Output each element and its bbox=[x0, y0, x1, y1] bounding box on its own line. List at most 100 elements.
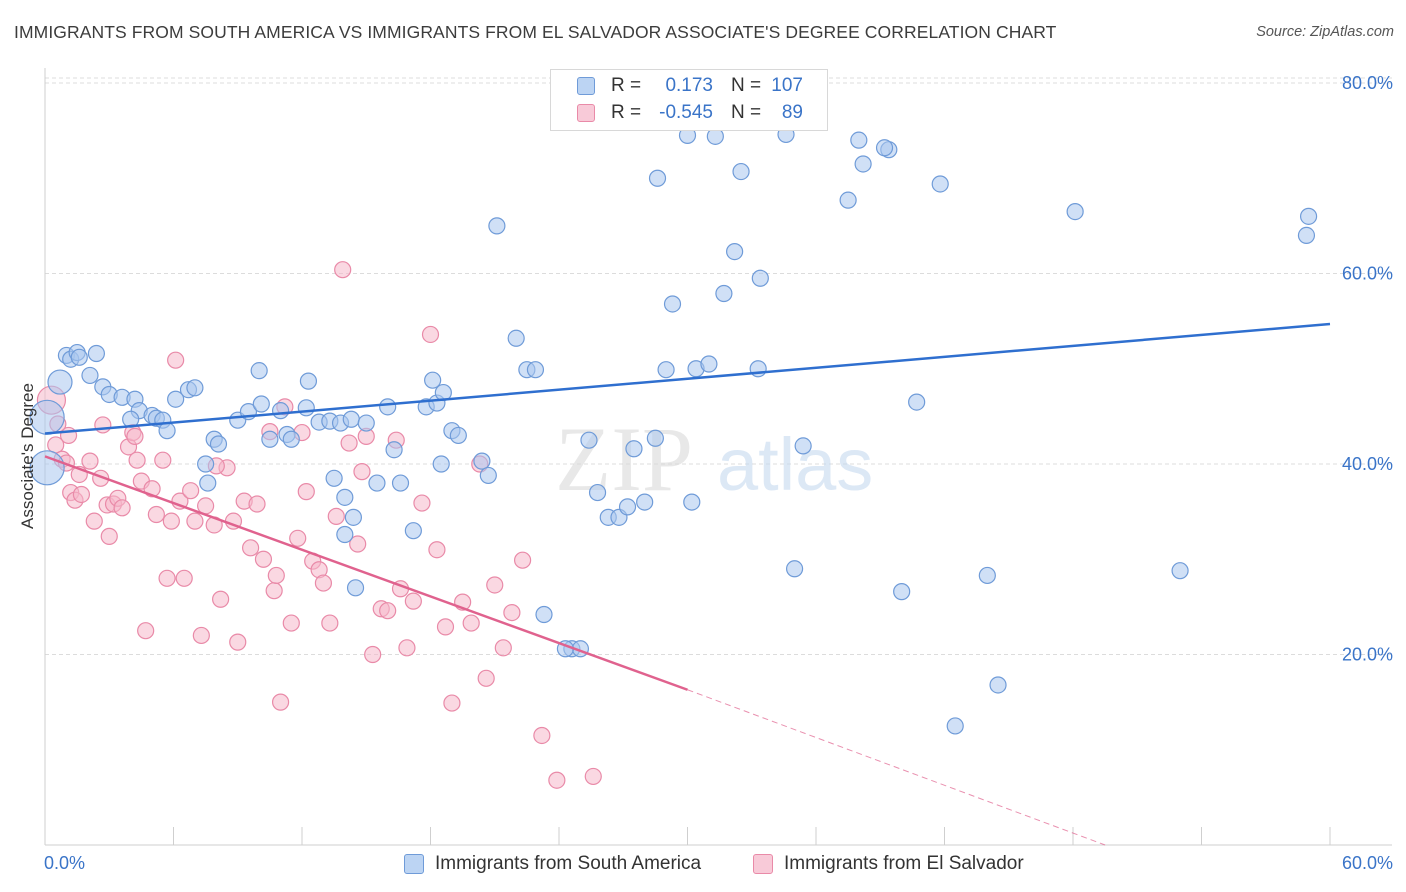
el-salvador-point bbox=[100, 527, 118, 545]
south-america-point bbox=[785, 560, 804, 578]
south-america-point bbox=[683, 493, 701, 511]
el-salvador-point bbox=[443, 694, 461, 712]
south-america-point bbox=[449, 426, 467, 445]
south-america-point bbox=[346, 579, 365, 597]
el-salvador-point bbox=[175, 569, 193, 587]
tick-labels: 20.0% 40.0% 60.0% 80.0% 0.0% 60.0% bbox=[44, 73, 1393, 873]
watermark-atlas: atlas bbox=[717, 423, 873, 506]
south-america-point bbox=[70, 348, 88, 366]
el-salvador-point bbox=[340, 434, 358, 452]
trend-lines bbox=[44, 322, 1331, 846]
south-america-point bbox=[908, 393, 926, 411]
el-salvador-point bbox=[182, 482, 200, 500]
legend-n-value: 107 bbox=[771, 75, 803, 96]
el-salvador-point bbox=[297, 483, 315, 501]
el-salvador-point bbox=[94, 416, 112, 434]
el-salvador-point bbox=[126, 427, 144, 445]
south-america-point bbox=[252, 395, 270, 413]
el-salvador-point bbox=[192, 626, 210, 645]
south-america-point bbox=[850, 131, 868, 149]
el-salvador-point bbox=[137, 622, 155, 640]
el-salvador-point bbox=[364, 645, 382, 664]
el-salvador-point bbox=[113, 499, 131, 517]
el-salvador-point bbox=[379, 602, 397, 620]
south-america-point bbox=[357, 414, 375, 432]
south-america-point bbox=[726, 242, 744, 261]
chart-source: Source: ZipAtlas.com bbox=[1256, 24, 1394, 40]
el-salvador-point bbox=[503, 603, 521, 622]
el-salvador-point bbox=[265, 582, 283, 600]
south-america-point bbox=[648, 169, 667, 187]
south-america-point bbox=[1297, 226, 1316, 244]
el-salvador-point bbox=[404, 592, 422, 610]
legend-swatch-pink bbox=[753, 854, 773, 874]
y-tick-label: 20.0% bbox=[1342, 645, 1393, 665]
el-salvador-point bbox=[349, 535, 367, 553]
el-salvador-point bbox=[229, 633, 247, 651]
south-america-point bbox=[261, 430, 279, 448]
el-salvador-point bbox=[81, 452, 99, 470]
south-america-point bbox=[473, 452, 491, 470]
south-america-point bbox=[978, 566, 996, 585]
legend-label-south-america: Immigrants from South America bbox=[435, 853, 702, 874]
south-america-point bbox=[1066, 202, 1084, 221]
el-salvador-point bbox=[477, 669, 495, 687]
south-america-point bbox=[299, 372, 318, 390]
south-america-point bbox=[893, 583, 911, 601]
el-salvador-point bbox=[162, 512, 180, 530]
south-america-point bbox=[199, 474, 217, 492]
south-america-point bbox=[167, 390, 185, 408]
y-tick-label: 60.0% bbox=[1342, 264, 1393, 284]
legend-n-label: N = bbox=[731, 102, 762, 123]
south-america-point bbox=[488, 217, 506, 235]
el-salvador-point bbox=[533, 726, 551, 745]
south-america-point bbox=[751, 269, 769, 287]
watermark: ZIP atlas bbox=[555, 408, 873, 510]
el-salvador-point bbox=[334, 261, 352, 279]
south-america-point bbox=[535, 605, 553, 624]
south-america-point bbox=[81, 366, 99, 385]
legend-r-label: R = bbox=[611, 102, 642, 123]
south-america-point bbox=[379, 398, 397, 416]
south-america-point bbox=[250, 362, 268, 380]
el-salvador-point bbox=[254, 550, 273, 568]
south-america-point bbox=[325, 469, 343, 487]
south-america-point bbox=[636, 493, 654, 511]
south-america-point bbox=[336, 488, 354, 506]
x-tick-label: 60.0% bbox=[1342, 853, 1393, 873]
el-salvador-trend-extension bbox=[687, 689, 1106, 846]
el-salvador-point bbox=[72, 485, 91, 504]
el-salvador-point bbox=[486, 576, 504, 594]
south-america-point bbox=[507, 329, 525, 347]
el-salvador-point bbox=[584, 767, 602, 786]
legend-n-label: N = bbox=[731, 75, 762, 96]
south-america-point bbox=[715, 284, 733, 303]
el-salvador-point bbox=[271, 693, 290, 711]
south-america-point bbox=[47, 369, 73, 395]
el-salvador-point bbox=[513, 551, 532, 569]
legend-label-el-salvador: Immigrants from El Salvador bbox=[784, 853, 1024, 874]
el-salvador-points bbox=[36, 261, 602, 789]
el-salvador-point bbox=[436, 618, 455, 636]
south-america-point bbox=[794, 437, 812, 455]
south-america-point bbox=[209, 435, 228, 453]
el-salvador-point bbox=[147, 505, 165, 524]
south-america-point bbox=[158, 422, 176, 440]
el-salvador-point bbox=[128, 451, 146, 469]
el-salvador-point bbox=[494, 639, 512, 657]
x-tick-label: 0.0% bbox=[44, 853, 85, 873]
south-america-point bbox=[526, 361, 545, 379]
south-america-point bbox=[1299, 207, 1318, 225]
south-america-point bbox=[342, 410, 360, 428]
south-america-point bbox=[839, 191, 857, 209]
south-america-point bbox=[424, 371, 442, 389]
el-salvador-point bbox=[158, 569, 176, 587]
south-america-point bbox=[875, 139, 894, 157]
legend-r-value: -0.545 bbox=[659, 102, 713, 123]
watermark-zip: ZIP bbox=[555, 408, 693, 510]
south-america-point bbox=[946, 717, 964, 735]
correlation-legend: R = 0.173 N = 107 R = -0.545 N = 89 bbox=[550, 69, 828, 131]
south-america-point bbox=[1171, 562, 1189, 580]
south-america-point bbox=[282, 430, 300, 448]
